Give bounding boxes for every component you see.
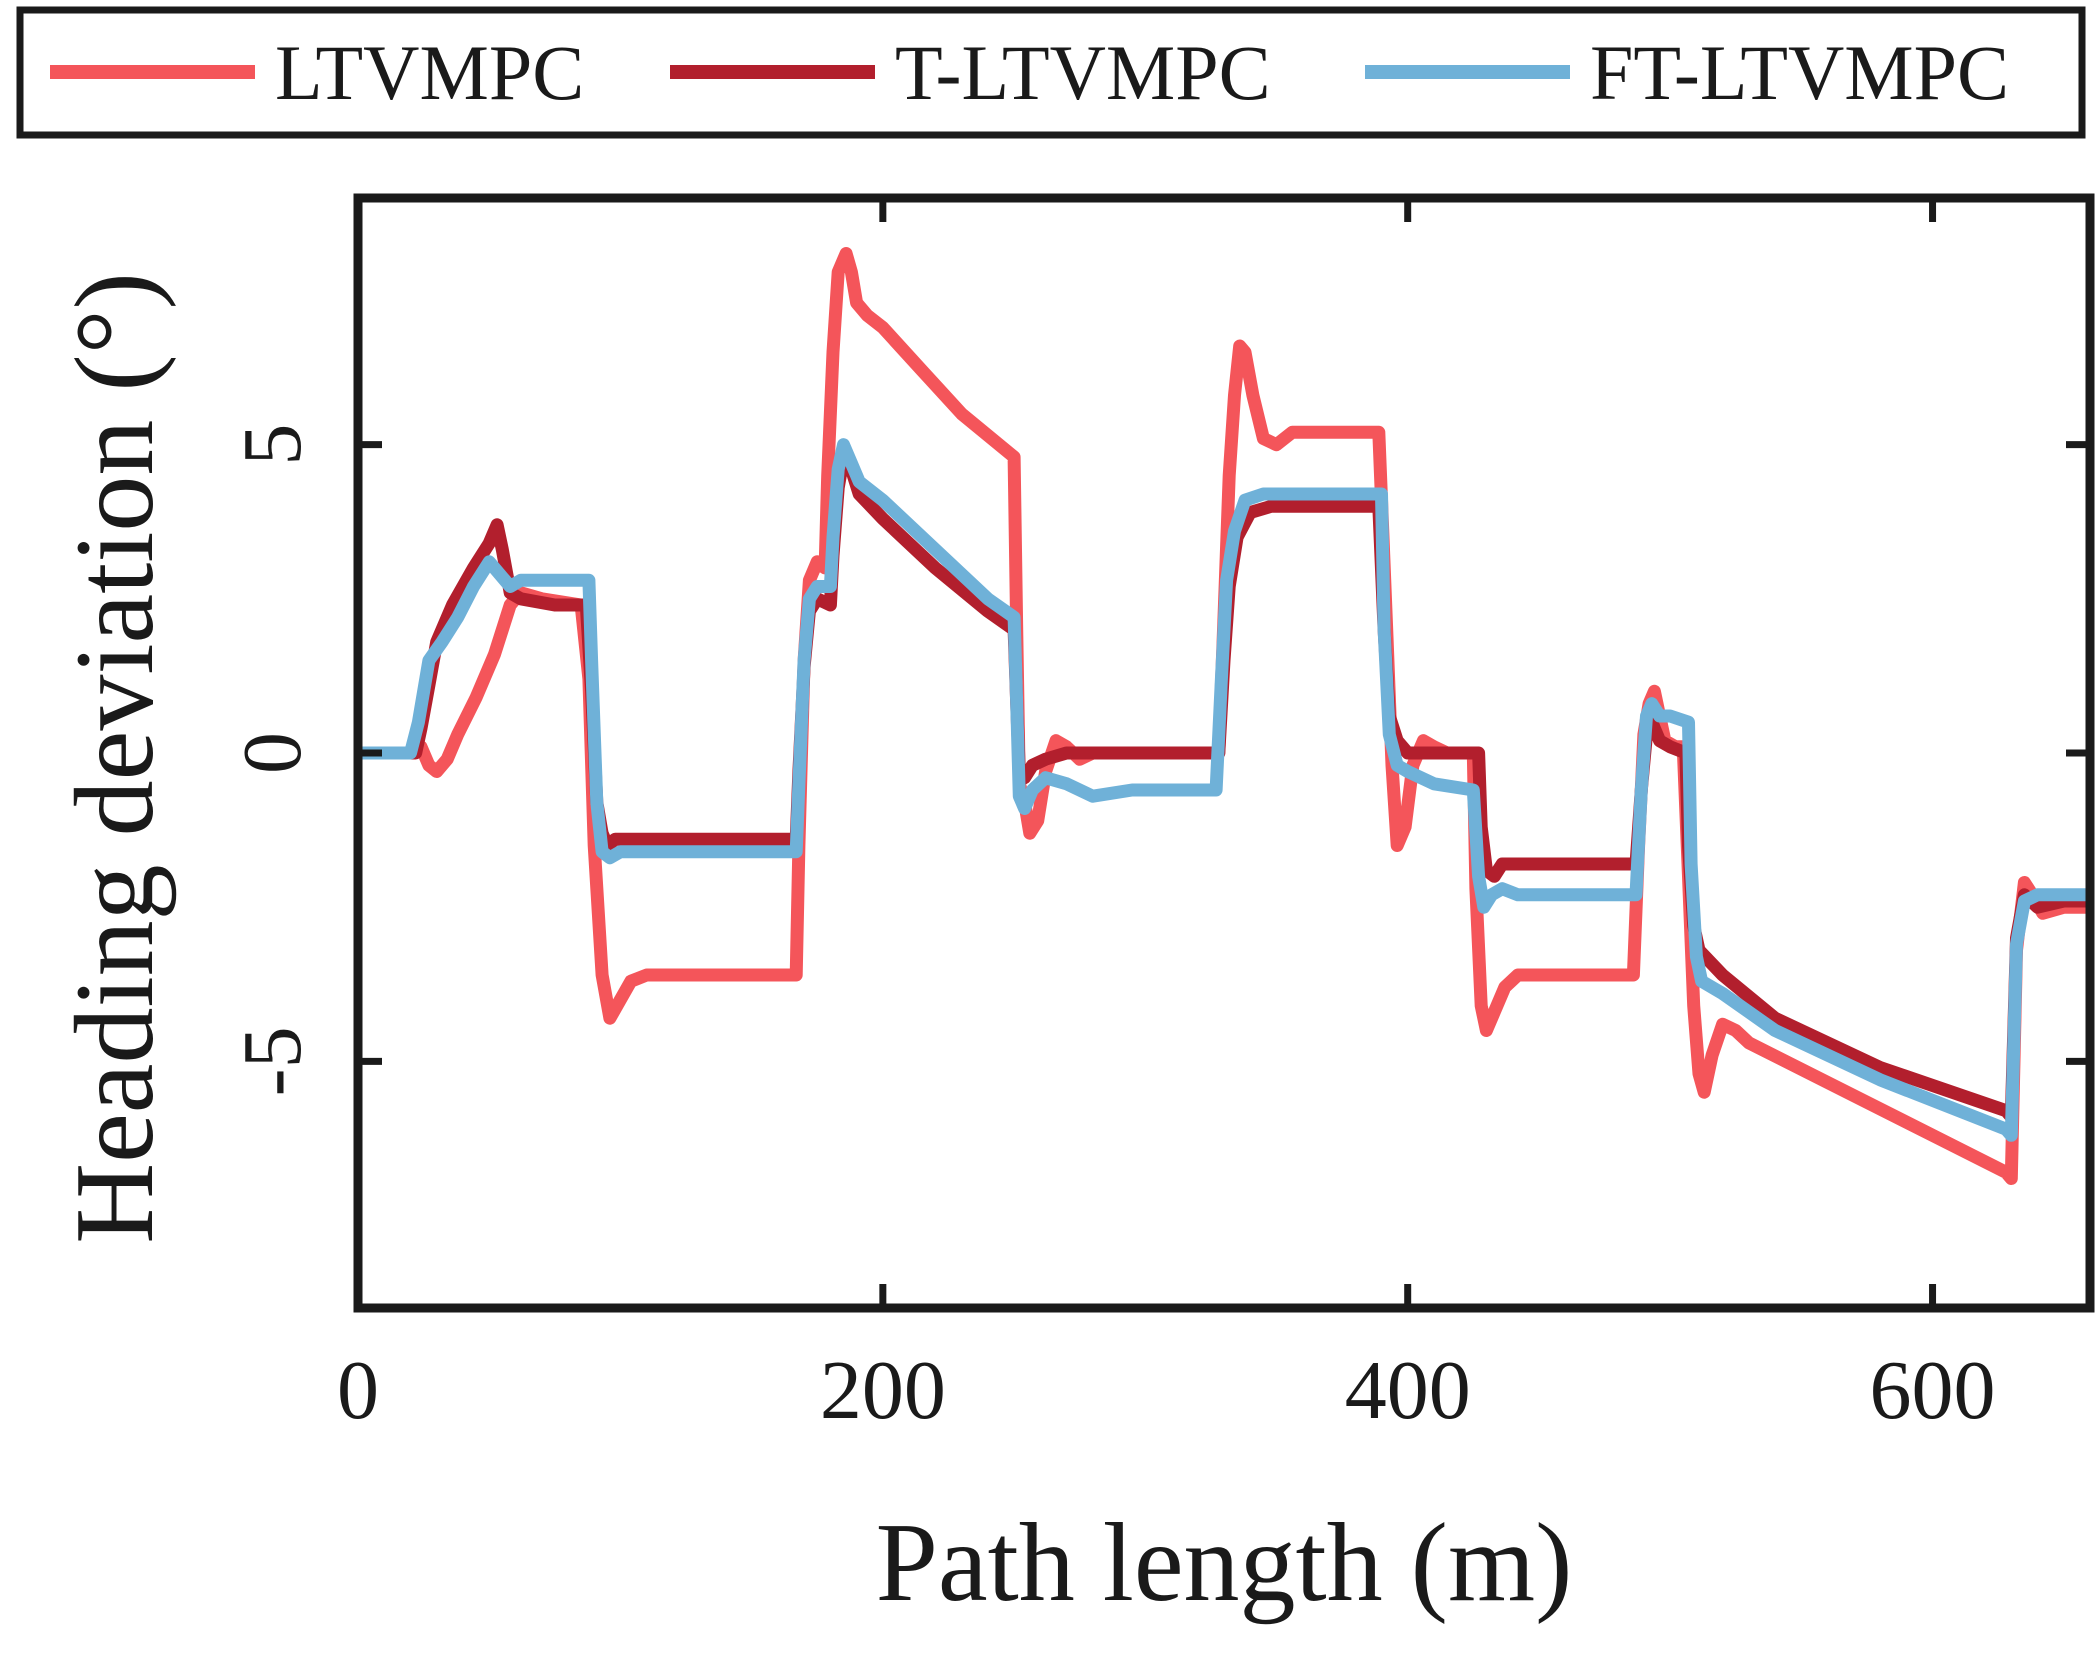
x-tick-label-400: 400	[1345, 1344, 1471, 1437]
x-axis-label: Path length (m)	[876, 1501, 1573, 1625]
series-line-ft-ltvmpc	[358, 438, 2090, 1142]
legend: LTVMPC T-LTVMPC FT-LTVMPC	[16, 6, 2086, 139]
legend-label-ltvmpc: LTVMPC	[275, 29, 584, 116]
legend-label-t-ltvmpc: T-LTVMPC	[895, 29, 1271, 116]
x-tick-label-600: 600	[1870, 1344, 1996, 1437]
legend-label-ft-ltvmpc: FT-LTVMPC	[1590, 29, 2009, 116]
series-lines	[358, 247, 2090, 1185]
x-tick-label-200: 200	[820, 1344, 946, 1437]
y-axis-label: Heading deviation (°)	[53, 272, 177, 1244]
y-tick-label-0: 0	[226, 732, 319, 774]
x-tick-label-0: 0	[337, 1344, 379, 1437]
y-tick-label-5: 5	[226, 424, 319, 466]
y-tick-label--5: -5	[226, 1026, 319, 1096]
legend-box	[16, 6, 2086, 139]
axis-ticks: 0 200 400 600 -5 0 5	[226, 198, 2090, 1437]
